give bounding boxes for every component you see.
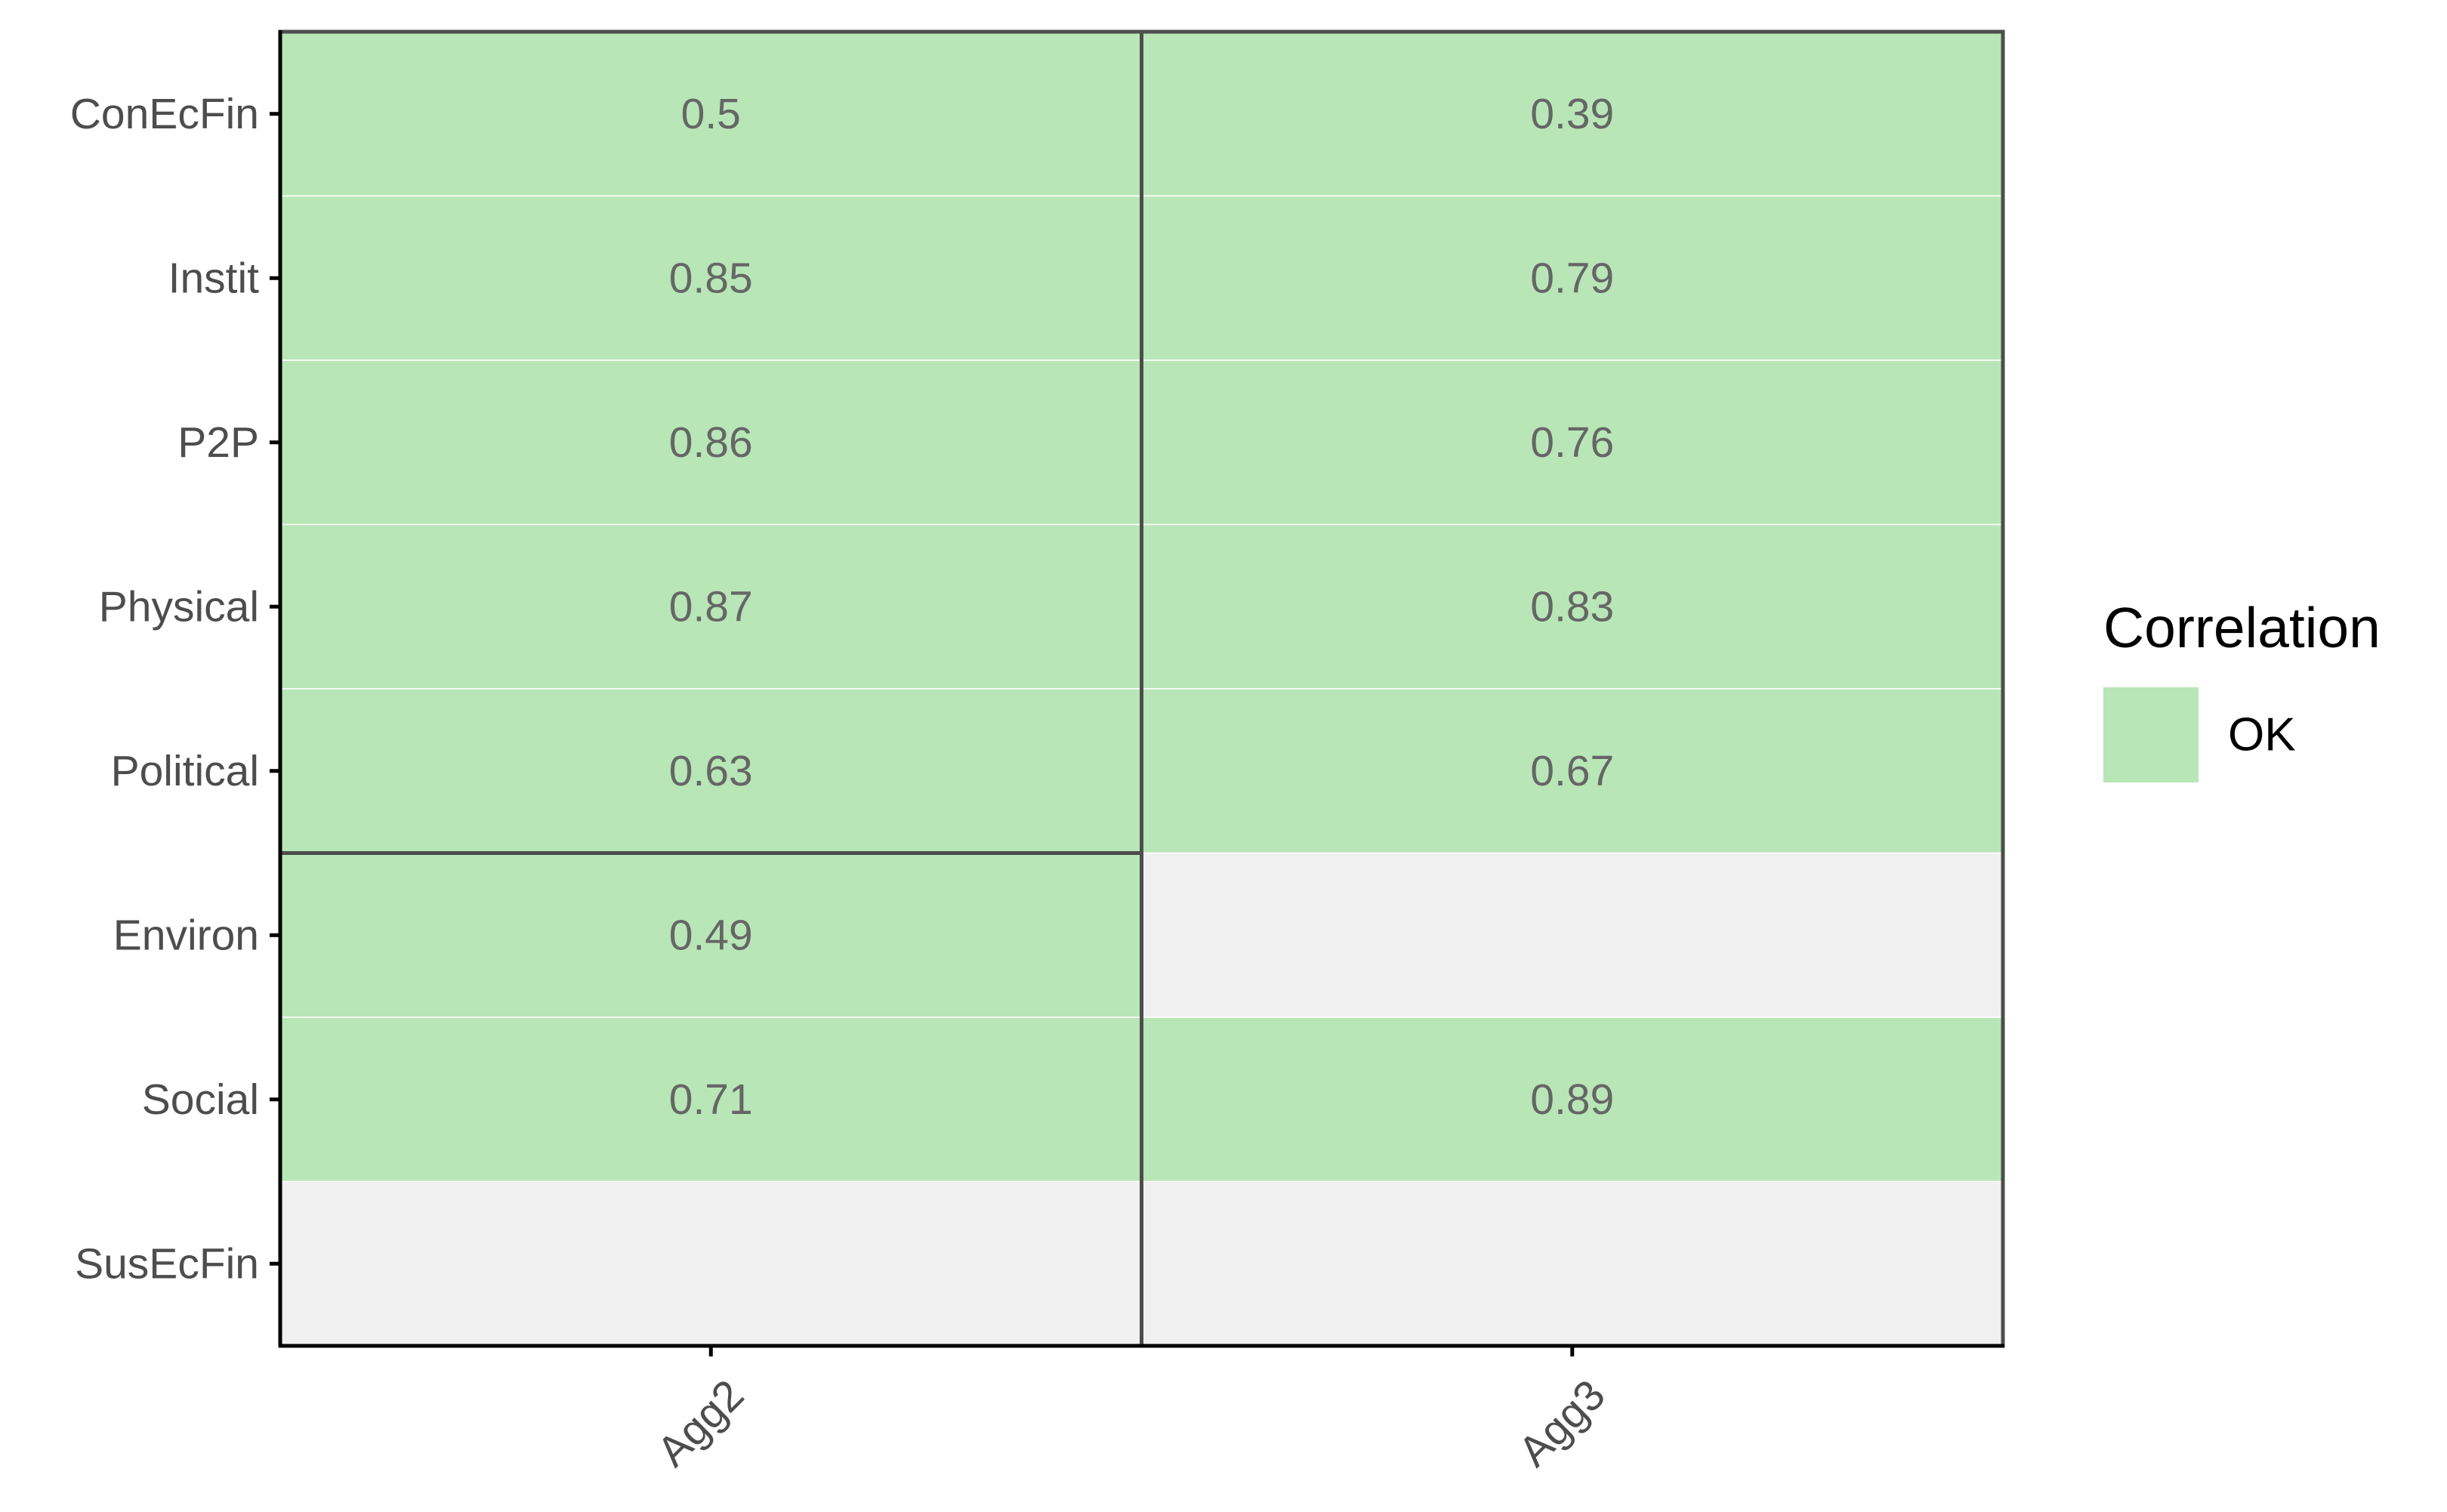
cell-value-label: 0.5 xyxy=(681,90,741,138)
cell-value-label: 0.87 xyxy=(669,582,753,631)
heatmap-cell-Agg2-P2P xyxy=(279,359,1143,526)
heatmap-cell-Agg3-Physical xyxy=(1140,523,2004,690)
y-tick-label-ConEcFin: ConEcFin xyxy=(70,90,259,138)
heatmap-cell-Agg3-P2P xyxy=(1140,359,2004,526)
y-tick-label-Instit: Instit xyxy=(168,254,260,302)
cell-value-label: 0.86 xyxy=(669,418,753,467)
y-tick-labels: ConEcFin Instit P2P Physical Political Enviro… xyxy=(70,90,259,1288)
heatmap-cell-Agg3-SusEcFin xyxy=(1140,1180,2004,1347)
cell-value-label: 0.76 xyxy=(1530,418,1614,467)
cell-value-label: 0.67 xyxy=(1530,747,1614,795)
heatmap-cell-Agg2-SusEcFin xyxy=(279,1180,1143,1347)
y-tick-label-Environ: Environ xyxy=(113,911,259,959)
y-tick-label-Physical: Physical xyxy=(99,582,259,631)
cell-value-label: 0.83 xyxy=(1530,582,1614,631)
heatmap-cell-Agg2-Instit xyxy=(279,195,1143,361)
cell-value-label: 0.49 xyxy=(669,911,753,959)
axes xyxy=(270,30,2004,1356)
cell-value-label: 0.85 xyxy=(669,254,753,302)
y-tick-label-P2P: P2P xyxy=(177,418,259,467)
heatmap-cell-Agg3-Environ xyxy=(1140,852,2004,1018)
heatmap-cell-Agg3-Social xyxy=(1140,1017,2004,1183)
cell-value-label: 0.71 xyxy=(669,1075,753,1124)
heatmap-cell-Agg3-Instit xyxy=(1140,195,2004,361)
heatmap-cell-Agg2-Social xyxy=(279,1017,1143,1183)
heatmap-cell-Agg2-Political xyxy=(279,688,1143,854)
y-tick-label-Social: Social xyxy=(142,1075,259,1124)
legend-label-OK: OK xyxy=(2228,709,2296,761)
cell-value-label: 0.89 xyxy=(1530,1075,1614,1124)
legend-title: Correlation xyxy=(2103,596,2381,659)
cell-value-label: 0.79 xyxy=(1530,254,1614,302)
heatmap-cell-Agg2-ConEcFin xyxy=(279,31,1143,197)
cell-value-label: 0.39 xyxy=(1530,90,1614,138)
y-tick-label-Political: Political xyxy=(111,747,259,795)
heatmap-cell-Agg2-Environ xyxy=(279,852,1143,1018)
legend-key-OK xyxy=(2103,687,2199,782)
heatmap-cells: 0.5 0.39 0.85 0.79 0.86 0.76 0.87 0.83 0.63 0.67 0… xyxy=(279,31,2004,1347)
heatmap-cell-Agg3-Political xyxy=(1140,688,2004,854)
cell-value-label: 0.63 xyxy=(669,747,753,795)
legend: Correlation OK xyxy=(2103,596,2381,782)
y-tick-label-SusEcFin: SusEcFin xyxy=(75,1239,259,1288)
